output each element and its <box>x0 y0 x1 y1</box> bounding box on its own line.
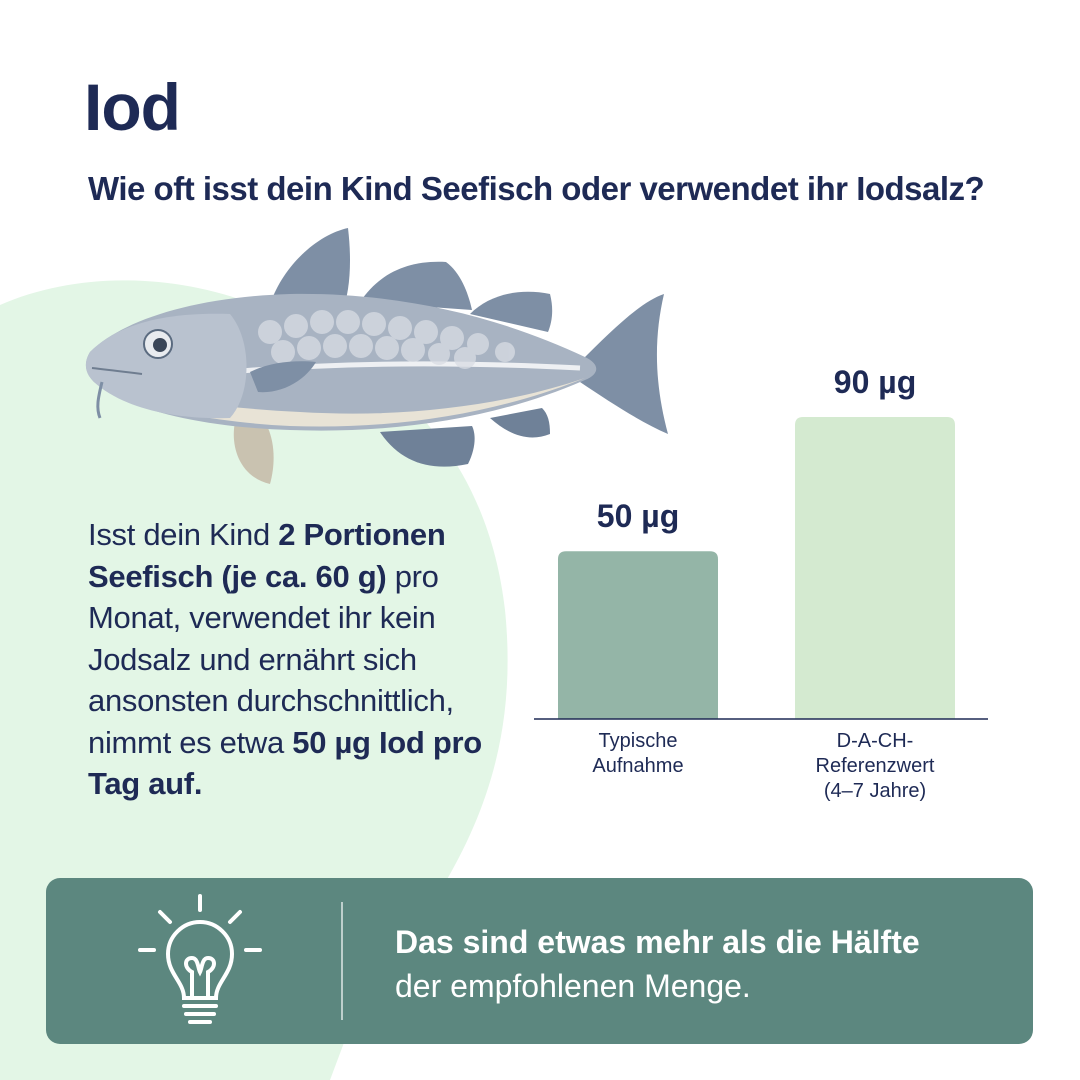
chart-category-label: Typische <box>599 730 678 752</box>
chart-bar <box>795 417 955 719</box>
bar-chart: 50 µg Typische Aufnahme 90 µg D-A-CH- Referen… <box>534 364 988 802</box>
tip-text-normal: der empfohlenen Menge. <box>395 968 751 1004</box>
description-text-part1: Isst dein Kind <box>88 517 279 552</box>
tip-text: Das sind etwas mehr als die Hälfte der e… <box>395 920 1015 1008</box>
chart-value-label: 90 µg <box>834 364 916 400</box>
description-text-part3: pro Monat, verwendet ihr kein Jodsalz un… <box>88 558 454 760</box>
description-text: Isst dein Kind 2 Portionen Seefisch (je … <box>88 514 528 805</box>
chart-category-label: Referenzwert <box>816 755 935 777</box>
chart-category-label: Aufnahme <box>592 755 683 777</box>
chart-value-label: 50 µg <box>597 498 679 534</box>
chart-category-label: D-A-CH- <box>837 730 914 752</box>
fish-illustration <box>85 228 668 484</box>
tip-divider <box>341 902 343 1020</box>
description-text-highlight1: 2 Portionen Seefisch (je ca. 60 g) <box>88 517 446 594</box>
description-text-highlight2: 50 µg Iod pro Tag auf. <box>88 724 482 802</box>
fish-head <box>85 313 247 419</box>
tip-box: Das sind etwas mehr als die Hälfte der e… <box>46 878 1033 1044</box>
chart-bar <box>558 551 718 719</box>
page-title: Iod <box>84 70 181 144</box>
lightbulb-icon <box>138 894 262 1024</box>
page-question: Wie oft isst dein Kind Seefisch oder ver… <box>88 170 985 207</box>
fish-fins <box>233 228 668 484</box>
chart-category-label: (4–7 Jahre) <box>824 780 926 802</box>
tip-text-strong: Das sind etwas mehr als die Hälfte <box>395 924 920 960</box>
